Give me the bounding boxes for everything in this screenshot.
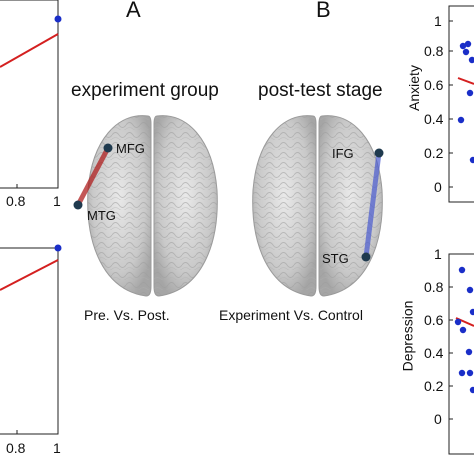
- right-bottom-point: [465, 348, 473, 356]
- right-top-ylabel: Anxiety: [405, 65, 422, 111]
- right-top-point: [469, 156, 474, 164]
- panel-letter-a: A: [126, 0, 141, 22]
- brain-a-node-mtg: [73, 200, 83, 210]
- left-top-plot: [0, 0, 62, 189]
- brain-b-left-texture: [252, 115, 316, 296]
- panel-a-title: experiment group: [71, 80, 219, 101]
- right-bottom-point: [469, 308, 474, 316]
- right-top-ytick-label: 0.6: [424, 77, 444, 93]
- left-bottom-point: [54, 244, 62, 252]
- right-bottom-point: [458, 266, 466, 274]
- right-top-plot: [448, 5, 474, 203]
- right-bottom-ytick-label: 0.4: [424, 345, 444, 361]
- brain-a: [73, 115, 218, 297]
- right-top-point: [466, 89, 474, 97]
- right-bottom-plot: [448, 253, 474, 455]
- brain-a-right-texture: [154, 115, 218, 296]
- right-top-ytick-label: 0: [434, 179, 442, 195]
- panel-b-caption: Experiment Vs. Control: [219, 307, 363, 323]
- region-label-stg: STG: [322, 251, 349, 266]
- right-top-fit-line: [457, 77, 474, 85]
- brain-b-connection: [363, 152, 382, 258]
- left-top-plot-frame: [0, 0, 59, 189]
- right-bottom-point: [458, 369, 466, 377]
- panel-b-title: post-test stage: [258, 80, 383, 101]
- panel-letter-b: B: [316, 0, 331, 22]
- right-bottom-point: [466, 286, 474, 294]
- brain-b: [252, 115, 384, 297]
- right-bottom-ytick-label: 0.2: [424, 378, 444, 394]
- right-top-point: [457, 116, 465, 124]
- right-top-plot-frame: [448, 5, 474, 203]
- right-top-ytick-label: 0.4: [424, 111, 444, 127]
- left-bottom-xtick-label: 0.8: [6, 440, 26, 456]
- left-bottom-plot-frame: [0, 247, 59, 435]
- right-bottom-point: [454, 318, 462, 326]
- right-top-ytick-label: 0.2: [424, 145, 444, 161]
- right-bottom-ytick-label: 0.6: [424, 312, 444, 328]
- right-bottom-point: [466, 369, 474, 377]
- right-top-ytick-label: 1: [434, 13, 442, 29]
- region-label-ifg: IFG: [332, 146, 354, 161]
- region-label-mfg: MFG: [116, 141, 145, 156]
- right-top-point: [464, 40, 472, 48]
- left-top-fit-line: [0, 33, 59, 68]
- left-bottom-plot: [0, 244, 62, 435]
- right-bottom-ytick-label: 1: [434, 246, 442, 262]
- right-bottom-ylabel: Depression: [399, 300, 416, 372]
- panel-a-caption: Pre. Vs. Post.: [84, 307, 170, 323]
- left-top-point: [54, 15, 62, 23]
- brain-b-node-stg: [361, 252, 371, 262]
- right-top-point: [462, 48, 470, 56]
- left-top-xtick-label: 1: [53, 193, 61, 209]
- right-bottom-point: [469, 386, 474, 394]
- left-bottom-xtick-label: 1: [53, 440, 61, 456]
- left-top-xtick-label: 0.8: [6, 193, 26, 209]
- right-top-point: [468, 56, 474, 64]
- right-top-ytick-label: 0.8: [424, 43, 444, 59]
- brain-a-node-mfg: [103, 143, 113, 153]
- right-bottom-plot-frame: [448, 253, 474, 455]
- left-bottom-fit-line: [0, 259, 59, 291]
- region-label-mtg: MTG: [87, 208, 116, 223]
- brain-b-node-ifg: [374, 148, 384, 158]
- right-top-point: [459, 42, 467, 50]
- right-bottom-ytick-label: 0.8: [424, 279, 444, 295]
- right-bottom-ytick-label: 0: [434, 411, 442, 427]
- right-bottom-point: [459, 326, 467, 334]
- brain-a-connection: [75, 146, 111, 207]
